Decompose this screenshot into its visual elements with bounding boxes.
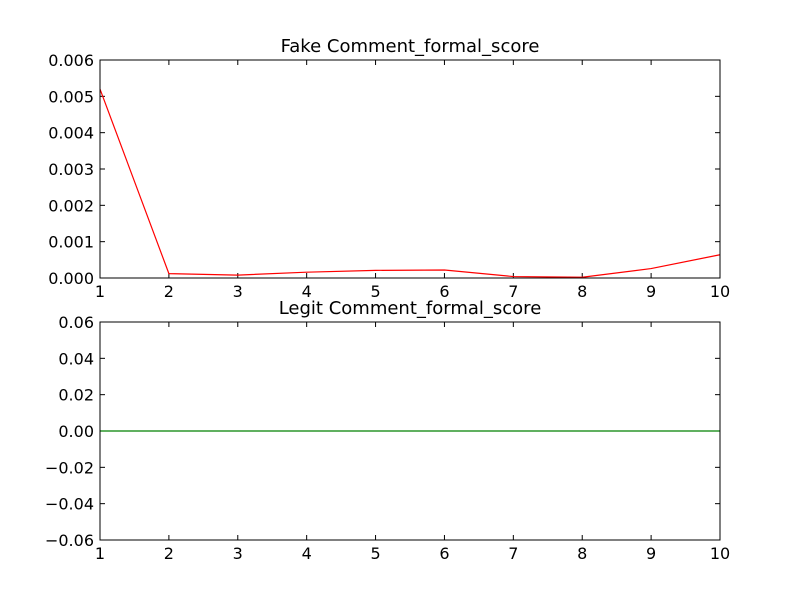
legit-x-tick-label: 6: [439, 544, 449, 563]
fake-x-tick-label: 5: [370, 282, 380, 301]
legit-x-tick-label: 10: [710, 544, 730, 563]
fake-x-tick-label: 3: [233, 282, 243, 301]
fake-x-tick-label: 2: [164, 282, 174, 301]
legit-y-tick-label: 0.00: [58, 422, 94, 441]
legit-x-tick-label: 5: [370, 544, 380, 563]
fake-y-tick-label: 0.006: [48, 51, 94, 70]
legit-axes-border: [99, 321, 721, 541]
fake-axes-border: [99, 59, 721, 279]
fake-axes-frame: [99, 59, 721, 279]
fake-y-tick-label: 0.003: [48, 160, 94, 179]
legit-x-tick-label: 7: [508, 544, 518, 563]
fake-x-tick-label: 9: [646, 282, 656, 301]
legit-y-tick-label: 0.06: [58, 313, 94, 332]
legit-x-tick-label: 2: [164, 544, 174, 563]
fake-y-tick-label: 0.004: [48, 124, 94, 143]
fake-y-tick-label: 0.002: [48, 196, 94, 215]
legit-y-tick-label: 0.02: [58, 386, 94, 405]
legit-y-tick-label: −0.06: [45, 531, 94, 550]
fake-x-tick-label: 8: [577, 282, 587, 301]
legit-x-tick-label: 3: [233, 544, 243, 563]
fake-series-line: [99, 88, 721, 278]
legit-x-tick-label: 4: [302, 544, 312, 563]
legit-x-tick-label: 9: [646, 544, 656, 563]
fake-y-tick-label: 0.000: [48, 269, 94, 288]
fake-y-tick-label: 0.005: [48, 87, 94, 106]
fake-subplot: Fake Comment_formal_score 1 2 3 4 5 6 7 8 9 10 0.0…: [48, 36, 730, 301]
fake-chart-title: Fake Comment_formal_score: [281, 36, 540, 57]
legit-y-tick-label: 0.04: [58, 349, 94, 368]
fake-x-tick-label: 7: [508, 282, 518, 301]
fake-x-tick-label: 10: [710, 282, 730, 301]
legit-chart-title: Legit Comment_formal_score: [279, 298, 542, 319]
fake-y-tick-label: 0.001: [48, 233, 94, 252]
legit-y-tick-label: −0.04: [45, 495, 94, 514]
legit-y-tick-label: −0.02: [45, 458, 94, 477]
fake-x-tick-label: 1: [95, 282, 105, 301]
fake-x-tick-label: 6: [439, 282, 449, 301]
legit-x-tick-label: 8: [577, 544, 587, 563]
legit-subplot: Legit Comment_formal_score 1 2 3 4 5 6 7 8 9 10 −0…: [45, 298, 730, 563]
fake-x-tick-label: 4: [302, 282, 312, 301]
legit-x-tick-label: 1: [95, 544, 105, 563]
